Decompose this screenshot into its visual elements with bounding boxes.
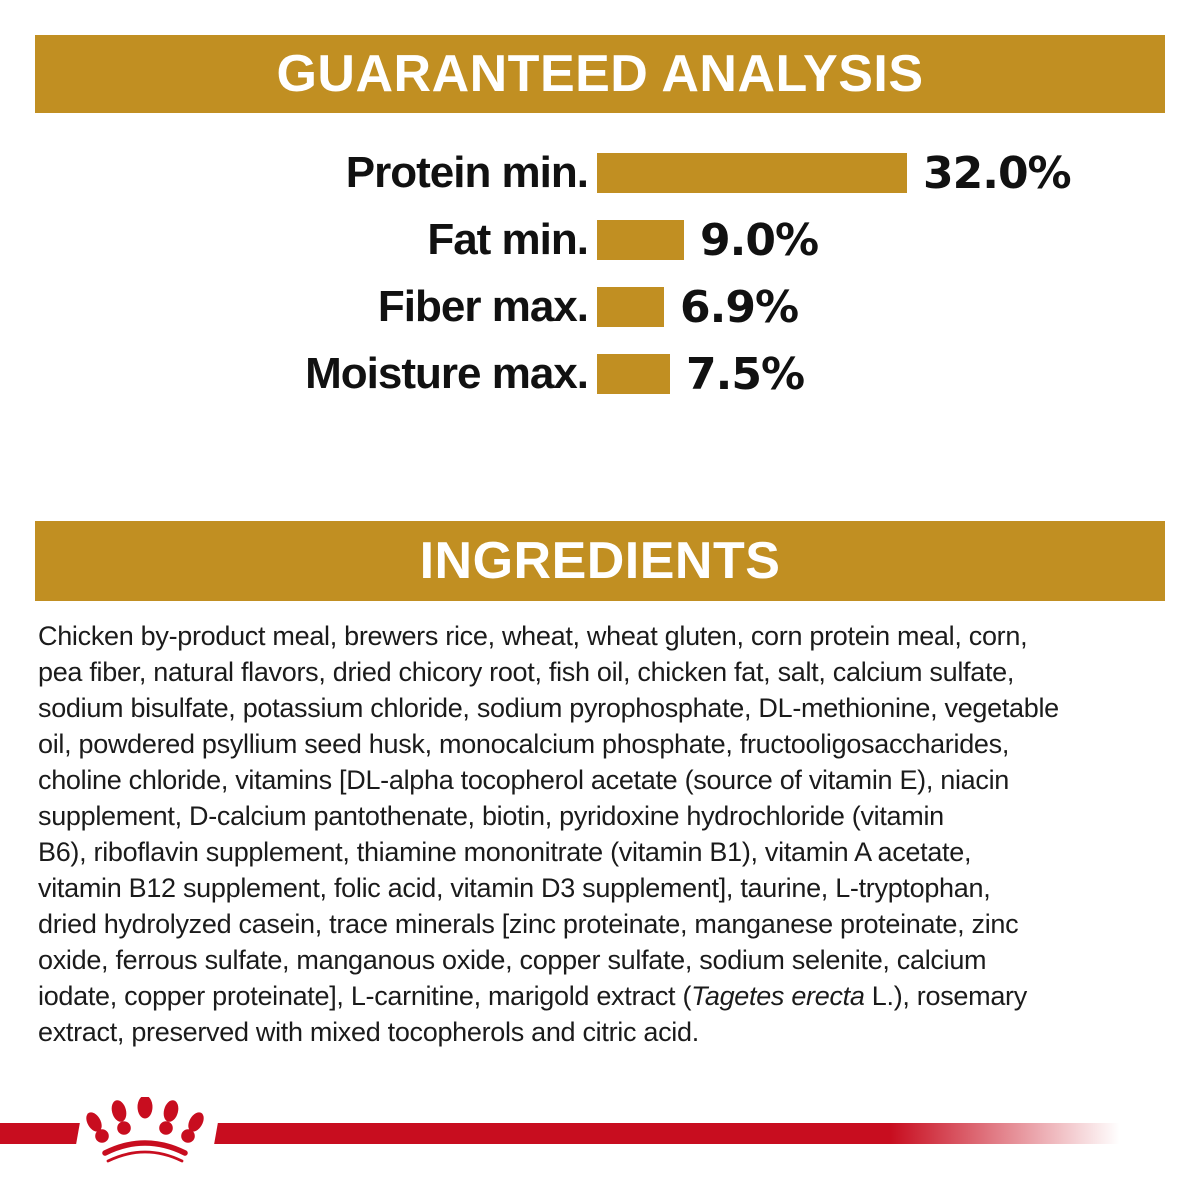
ingredients-text: Chicken by-product meal, brewers rice, w…: [38, 618, 1178, 1050]
ingredients-line: vitamin B12 supplement, folic acid, vita…: [38, 873, 991, 903]
guaranteed-analysis-banner: GUARANTEED ANALYSIS: [35, 35, 1165, 113]
crown-dots: [86, 1097, 204, 1143]
nutrient-bar: [597, 354, 670, 394]
ingredients-line: pea fiber, natural flavors, dried chicor…: [38, 657, 1015, 687]
ingredients-line: oil, powdered psyllium seed husk, monoca…: [38, 729, 1010, 759]
chart-row: Protein min. 32.0%: [35, 148, 1165, 199]
royal-canin-crown-icon: [86, 1097, 204, 1163]
ingredients-line: choline chloride, vitamins [DL-alpha toc…: [38, 765, 1009, 795]
ingredients-title: INGREDIENTS: [419, 532, 781, 590]
nutrient-label: Protein min.: [345, 148, 589, 197]
chart-row: Fiber max. 6.9%: [35, 282, 1165, 333]
ingredients-banner: INGREDIENTS: [35, 521, 1165, 601]
ingredients-line: extract, preserved with mixed tocopherol…: [38, 1017, 699, 1047]
nutrient-bar: [597, 287, 664, 327]
nutrient-bar: [597, 153, 907, 193]
nutrient-value: 9.0%: [700, 214, 819, 266]
ingredients-line: oxide, ferrous sulfate, manganous oxide,…: [38, 945, 987, 975]
ingredients-line: B6), riboflavin supplement, thiamine mon…: [38, 837, 972, 867]
nutrient-bar: [597, 220, 684, 260]
ingredients-line: supplement, D-calcium pantothenate, biot…: [38, 801, 944, 831]
ingredients-line: Chicken by-product meal, brewers rice, w…: [38, 621, 1028, 651]
chart-row: Moisture max. 7.5%: [35, 349, 1165, 400]
nutrient-value: 7.5%: [686, 348, 805, 400]
ingredients-line: iodate, copper proteinate], L-carnitine,…: [38, 981, 1027, 1011]
chart-row: Fat min. 9.0%: [35, 215, 1165, 266]
nutrient-value: 32.0%: [923, 147, 1072, 199]
guaranteed-analysis-title: GUARANTEED ANALYSIS: [276, 45, 924, 103]
nutrient-value: 6.9%: [680, 281, 799, 333]
nutrient-label: Fat min.: [427, 215, 589, 264]
brand-stripe: [0, 1123, 1200, 1144]
nutrient-label: Fiber max.: [377, 282, 589, 331]
crown-arcs: [102, 1140, 188, 1163]
nutrient-label: Moisture max.: [305, 349, 589, 398]
guaranteed-analysis-chart: Protein min. 32.0% Fat min. 9.0% Fiber max. 6…: [35, 148, 1165, 400]
ingredients-line: sodium bisulfate, potassium chloride, so…: [38, 693, 1059, 723]
ingredients-line: dried hydrolyzed casein, trace minerals …: [38, 909, 1019, 939]
